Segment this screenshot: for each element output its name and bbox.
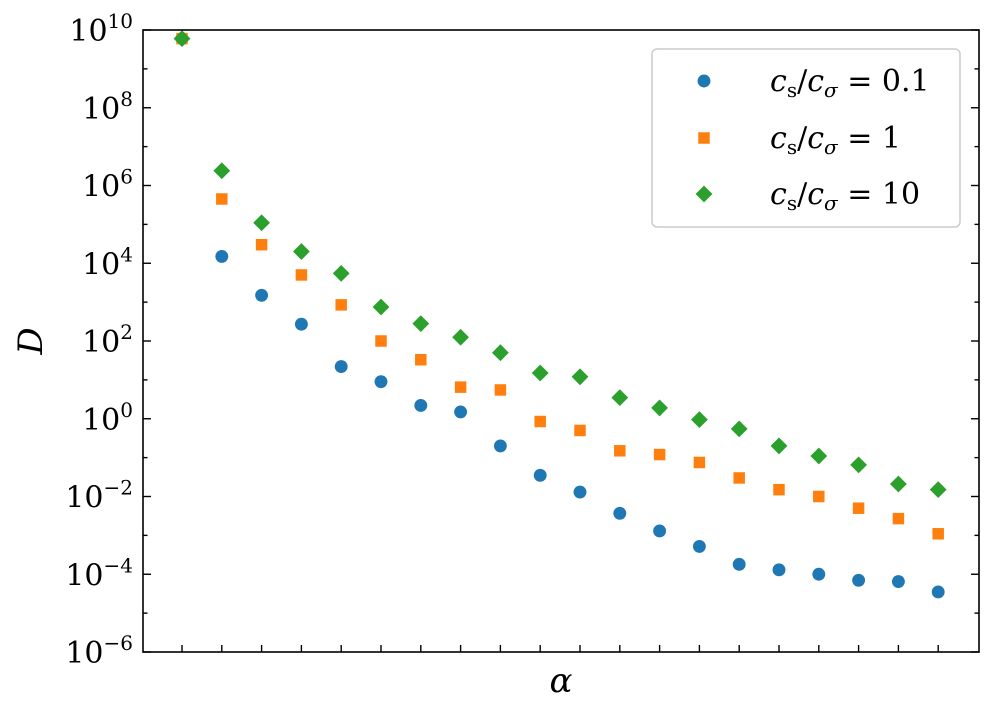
data-point xyxy=(614,445,626,457)
data-point xyxy=(253,214,270,232)
data-point xyxy=(773,483,785,496)
data-point xyxy=(932,528,944,540)
y-tick-label: 106 xyxy=(82,165,133,205)
data-point xyxy=(812,567,826,581)
data-point xyxy=(415,353,427,366)
data-point xyxy=(534,415,546,428)
legend-entry: cs/cσ = 10 xyxy=(695,177,920,215)
data-point xyxy=(334,360,348,374)
data-point xyxy=(891,575,905,588)
x-axis-ticks xyxy=(181,645,939,652)
data-point xyxy=(533,468,547,482)
data-point xyxy=(653,448,666,461)
legend: cs/cσ = 0.1 cs/cσ = 1 cs/cσ = 10 xyxy=(651,48,961,228)
data-point xyxy=(852,502,865,514)
data-point xyxy=(852,573,866,587)
data-point xyxy=(573,485,587,499)
legend-marker-square xyxy=(698,132,710,144)
y-tick-label: 1010 xyxy=(69,9,133,49)
y-tick-label: 100 xyxy=(82,398,133,438)
legend-entry: cs/cσ = 0.1 xyxy=(697,64,930,102)
y-axis-ticks: 1010 108 106 104 102 100 10−2 10−4 10−6 xyxy=(65,9,979,671)
data-point xyxy=(730,420,748,438)
data-point xyxy=(929,481,947,499)
data-point xyxy=(613,506,627,520)
y-tick-label: 104 xyxy=(82,242,133,282)
y-axis-label: D xyxy=(11,327,51,355)
data-points xyxy=(173,30,947,599)
data-point xyxy=(414,398,428,412)
data-point xyxy=(772,563,786,577)
data-point xyxy=(732,557,746,571)
data-point xyxy=(173,30,191,48)
data-point xyxy=(733,472,745,484)
y-tick-label: 102 xyxy=(82,320,133,360)
y-tick-label: 10−6 xyxy=(65,631,133,671)
series-circle xyxy=(175,32,945,599)
legend-box xyxy=(651,48,961,228)
data-point xyxy=(693,456,706,469)
data-point xyxy=(770,437,788,455)
data-point xyxy=(412,315,430,333)
legend-label: cs/cσ = 0.1 xyxy=(770,64,930,102)
legend-label: cs/cσ = 10 xyxy=(770,177,920,215)
legend-entry: cs/cσ = 1 xyxy=(698,121,901,159)
data-point xyxy=(692,539,706,553)
data-point xyxy=(651,399,668,417)
x-axis-label: α xyxy=(550,661,573,701)
data-point xyxy=(813,490,825,503)
data-point xyxy=(691,411,708,429)
data-point xyxy=(452,328,469,346)
data-point xyxy=(255,288,269,302)
data-point xyxy=(372,298,390,316)
data-point xyxy=(332,264,350,282)
data-point xyxy=(335,299,347,311)
data-point xyxy=(890,475,907,493)
data-point xyxy=(653,524,667,538)
data-point xyxy=(293,243,310,260)
series-diamond xyxy=(173,30,947,499)
data-point xyxy=(931,585,945,599)
data-point xyxy=(892,512,905,525)
data-point xyxy=(216,193,228,205)
data-point xyxy=(810,447,828,465)
data-point xyxy=(295,269,308,281)
data-point xyxy=(294,317,308,331)
data-point xyxy=(574,424,586,437)
data-point xyxy=(492,344,509,362)
legend-label: cs/cσ = 1 xyxy=(770,121,901,159)
data-point xyxy=(494,384,507,396)
data-point xyxy=(531,364,549,382)
legend-marker-diamond xyxy=(695,185,713,203)
data-point xyxy=(571,368,589,386)
legend-marker-circle xyxy=(697,74,711,88)
y-tick-label: 10−2 xyxy=(65,476,133,516)
data-point xyxy=(375,335,387,347)
y-tick-label: 108 xyxy=(82,87,133,127)
data-point xyxy=(213,162,231,180)
y-tick-label: 10−4 xyxy=(65,553,133,593)
data-point xyxy=(850,456,867,474)
data-point xyxy=(611,389,629,406)
data-point xyxy=(374,375,388,389)
data-point xyxy=(454,405,468,419)
data-point xyxy=(454,381,467,393)
data-point xyxy=(255,238,268,251)
data-point xyxy=(215,249,229,263)
data-point xyxy=(493,439,507,453)
